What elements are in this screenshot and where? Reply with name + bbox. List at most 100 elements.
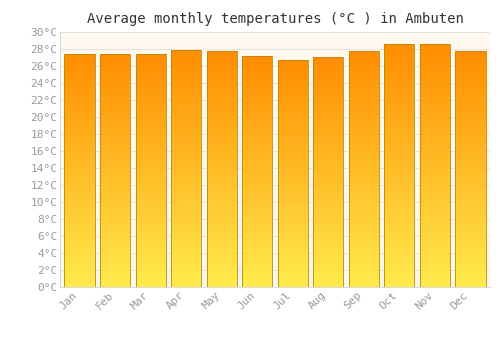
Bar bbox=[278, 174, 308, 176]
Bar bbox=[313, 103, 344, 104]
Bar bbox=[100, 66, 130, 67]
Bar bbox=[348, 187, 379, 188]
Bar bbox=[136, 181, 166, 182]
Bar bbox=[278, 198, 308, 200]
Bar bbox=[64, 129, 94, 130]
Bar bbox=[420, 84, 450, 85]
Bar bbox=[64, 182, 94, 183]
Bar bbox=[171, 235, 202, 236]
Bar bbox=[456, 97, 486, 98]
Bar bbox=[206, 91, 237, 92]
Bar bbox=[100, 166, 130, 167]
Bar bbox=[242, 261, 272, 263]
Bar bbox=[420, 206, 450, 207]
Bar bbox=[278, 273, 308, 274]
Bar bbox=[64, 271, 94, 272]
Bar bbox=[456, 166, 486, 167]
Bar bbox=[171, 217, 202, 218]
Bar bbox=[136, 193, 166, 194]
Bar bbox=[384, 231, 414, 232]
Bar bbox=[456, 183, 486, 184]
Bar bbox=[64, 91, 94, 92]
Bar bbox=[136, 137, 166, 138]
Bar bbox=[242, 271, 272, 272]
Bar bbox=[206, 62, 237, 63]
Bar bbox=[64, 131, 94, 132]
Bar bbox=[64, 111, 94, 113]
Bar bbox=[100, 284, 130, 285]
Bar bbox=[171, 110, 202, 111]
Bar bbox=[136, 271, 166, 272]
Bar bbox=[456, 76, 486, 77]
Bar bbox=[136, 173, 166, 174]
Bar bbox=[242, 159, 272, 160]
Bar bbox=[206, 118, 237, 119]
Bar bbox=[348, 255, 379, 256]
Bar bbox=[384, 152, 414, 154]
Bar bbox=[171, 177, 202, 178]
Bar bbox=[420, 167, 450, 168]
Bar bbox=[136, 80, 166, 81]
Bar bbox=[100, 101, 130, 102]
Bar bbox=[420, 248, 450, 250]
Bar bbox=[242, 140, 272, 142]
Bar bbox=[278, 231, 308, 232]
Bar bbox=[278, 165, 308, 167]
Bar bbox=[242, 117, 272, 119]
Bar bbox=[278, 168, 308, 169]
Bar bbox=[100, 95, 130, 96]
Bar bbox=[242, 56, 272, 57]
Bar bbox=[313, 149, 344, 150]
Bar bbox=[384, 176, 414, 178]
Bar bbox=[420, 241, 450, 242]
Bar bbox=[278, 136, 308, 137]
Bar bbox=[456, 79, 486, 80]
Bar bbox=[313, 93, 344, 94]
Bar bbox=[348, 131, 379, 133]
Bar bbox=[384, 179, 414, 180]
Bar bbox=[100, 274, 130, 275]
Bar bbox=[171, 281, 202, 282]
Bar bbox=[313, 278, 344, 279]
Bar bbox=[278, 276, 308, 277]
Bar bbox=[420, 186, 450, 188]
Bar bbox=[136, 81, 166, 82]
Bar bbox=[384, 106, 414, 107]
Bar bbox=[242, 121, 272, 122]
Bar bbox=[348, 96, 379, 97]
Bar bbox=[313, 139, 344, 140]
Bar bbox=[278, 193, 308, 194]
Bar bbox=[136, 278, 166, 279]
Bar bbox=[384, 209, 414, 211]
Bar bbox=[100, 127, 130, 128]
Bar bbox=[278, 268, 308, 269]
Bar bbox=[136, 221, 166, 222]
Bar bbox=[171, 197, 202, 198]
Bar bbox=[206, 234, 237, 235]
Bar bbox=[456, 242, 486, 243]
Bar bbox=[136, 204, 166, 205]
Bar bbox=[456, 140, 486, 141]
Bar bbox=[171, 107, 202, 108]
Bar bbox=[384, 46, 414, 47]
Bar bbox=[206, 142, 237, 143]
Bar bbox=[242, 177, 272, 178]
Bar bbox=[242, 165, 272, 166]
Bar bbox=[313, 88, 344, 89]
Bar bbox=[136, 135, 166, 136]
Bar bbox=[278, 66, 308, 68]
Bar bbox=[313, 217, 344, 218]
Bar bbox=[456, 227, 486, 228]
Bar bbox=[136, 100, 166, 101]
Bar bbox=[456, 95, 486, 96]
Bar bbox=[348, 275, 379, 276]
Bar bbox=[136, 145, 166, 146]
Bar bbox=[420, 238, 450, 240]
Bar bbox=[242, 167, 272, 168]
Bar bbox=[100, 278, 130, 279]
Bar bbox=[136, 160, 166, 161]
Bar bbox=[456, 213, 486, 214]
Bar bbox=[242, 150, 272, 151]
Bar bbox=[420, 146, 450, 147]
Bar bbox=[384, 233, 414, 235]
